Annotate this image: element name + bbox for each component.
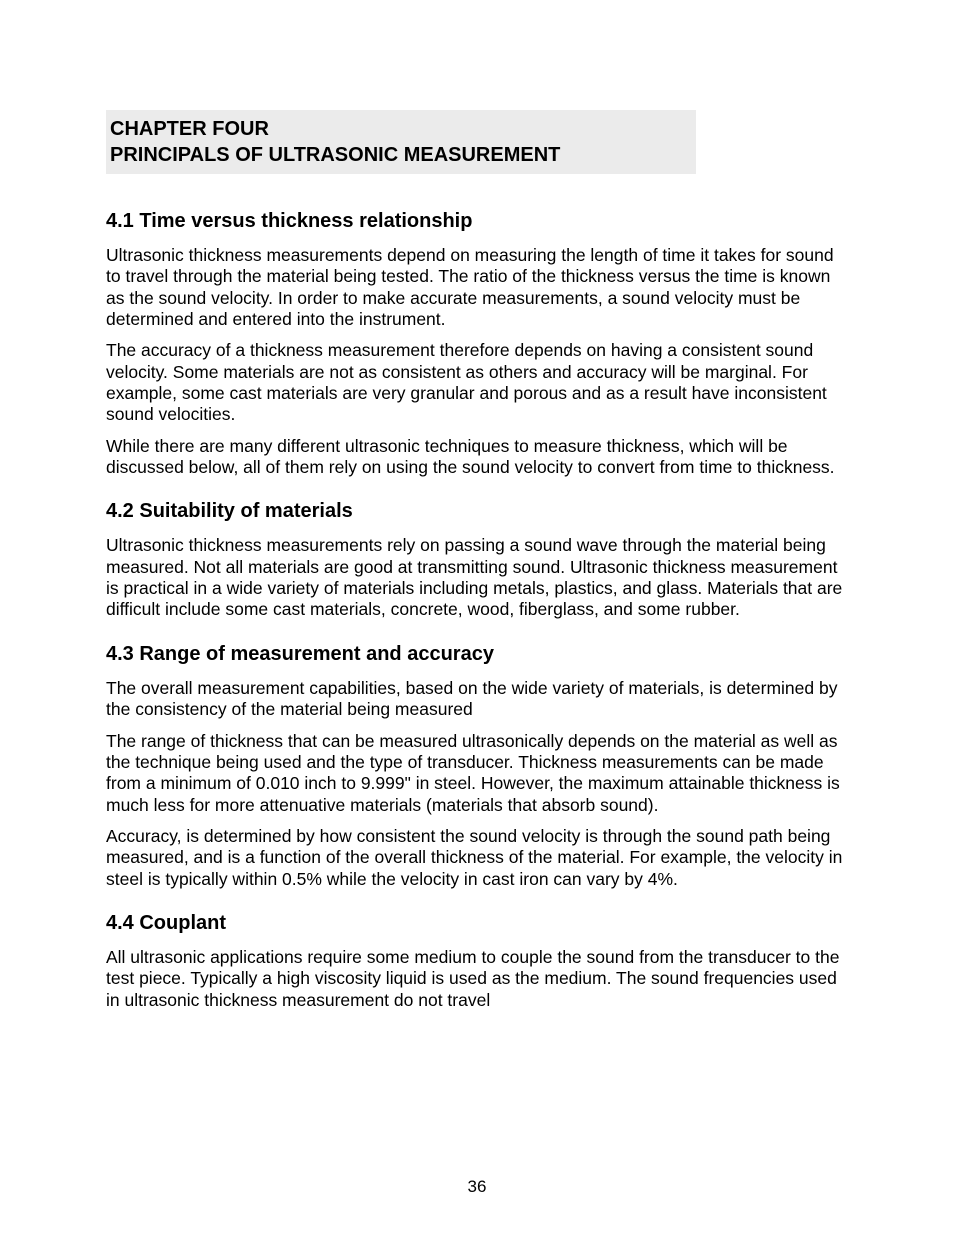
chapter-header: CHAPTER FOUR PRINCIPALS OF ULTRASONIC ME… bbox=[106, 110, 696, 174]
body-paragraph: Accuracy, is determined by how consisten… bbox=[106, 826, 848, 890]
body-paragraph: The range of thickness that can be measu… bbox=[106, 731, 848, 816]
section-heading: 4.2 Suitability of materials bbox=[106, 500, 848, 523]
document-page: CHAPTER FOUR PRINCIPALS OF ULTRASONIC ME… bbox=[0, 0, 954, 1011]
chapter-line2: PRINCIPALS OF ULTRASONIC MEASUREMENT bbox=[110, 144, 560, 166]
chapter-line1: CHAPTER FOUR bbox=[110, 118, 269, 140]
section-heading: 4.1 Time versus thickness relationship bbox=[106, 210, 848, 233]
section-4-1: 4.1 Time versus thickness relationship U… bbox=[106, 210, 848, 478]
section-4-4: 4.4 Couplant All ultrasonic applications… bbox=[106, 912, 848, 1011]
body-paragraph: The overall measurement capabilities, ba… bbox=[106, 678, 848, 721]
body-paragraph: While there are many different ultrasoni… bbox=[106, 436, 848, 479]
section-4-2: 4.2 Suitability of materials Ultrasonic … bbox=[106, 500, 848, 620]
page-number: 36 bbox=[0, 1177, 954, 1197]
chapter-title: CHAPTER FOUR PRINCIPALS OF ULTRASONIC ME… bbox=[110, 116, 688, 168]
section-4-3: 4.3 Range of measurement and accuracy Th… bbox=[106, 643, 848, 890]
body-paragraph: Ultrasonic thickness measurements rely o… bbox=[106, 535, 848, 620]
section-heading: 4.4 Couplant bbox=[106, 912, 848, 935]
body-paragraph: All ultrasonic applications require some… bbox=[106, 947, 848, 1011]
section-heading: 4.3 Range of measurement and accuracy bbox=[106, 643, 848, 666]
body-paragraph: The accuracy of a thickness measurement … bbox=[106, 340, 848, 425]
body-paragraph: Ultrasonic thickness measurements depend… bbox=[106, 245, 848, 330]
